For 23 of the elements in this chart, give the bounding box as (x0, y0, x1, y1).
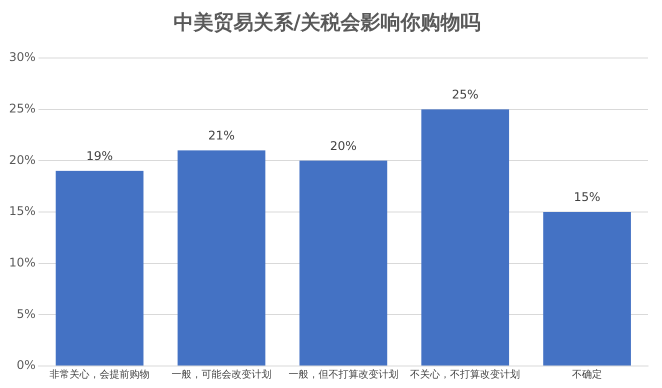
data-label: 20% (330, 138, 357, 153)
data-label: 25% (452, 87, 479, 102)
data-label: 15% (574, 190, 600, 204)
x-tick-label: 非常关心，会提前购物 (50, 368, 150, 381)
y-tick-label: 0% (16, 358, 36, 372)
y-tick-label: 20% (9, 152, 36, 167)
x-tick-label: 一般，但不打算改变计划 (288, 368, 398, 381)
bar (299, 160, 388, 366)
y-tick-label: 10% (9, 255, 36, 270)
chart-title: 中美贸易关系/关税会影响你购物吗 (173, 10, 481, 34)
x-tick-label: 不关心，不打算改变计划 (410, 368, 520, 381)
bar (56, 170, 144, 366)
x-tick-label: 不确定 (572, 368, 602, 381)
y-tick-label: 5% (16, 306, 36, 321)
x-tick-label: 一般，可能会改变计划 (171, 368, 272, 381)
bar (543, 212, 631, 366)
bar (421, 109, 510, 366)
y-tick-label: 25% (9, 101, 36, 116)
data-label: 21% (208, 128, 235, 143)
y-tick-label: 30% (9, 50, 36, 64)
data-label: 19% (86, 149, 113, 164)
y-tick-label: 15% (9, 204, 36, 218)
bar (178, 150, 266, 366)
